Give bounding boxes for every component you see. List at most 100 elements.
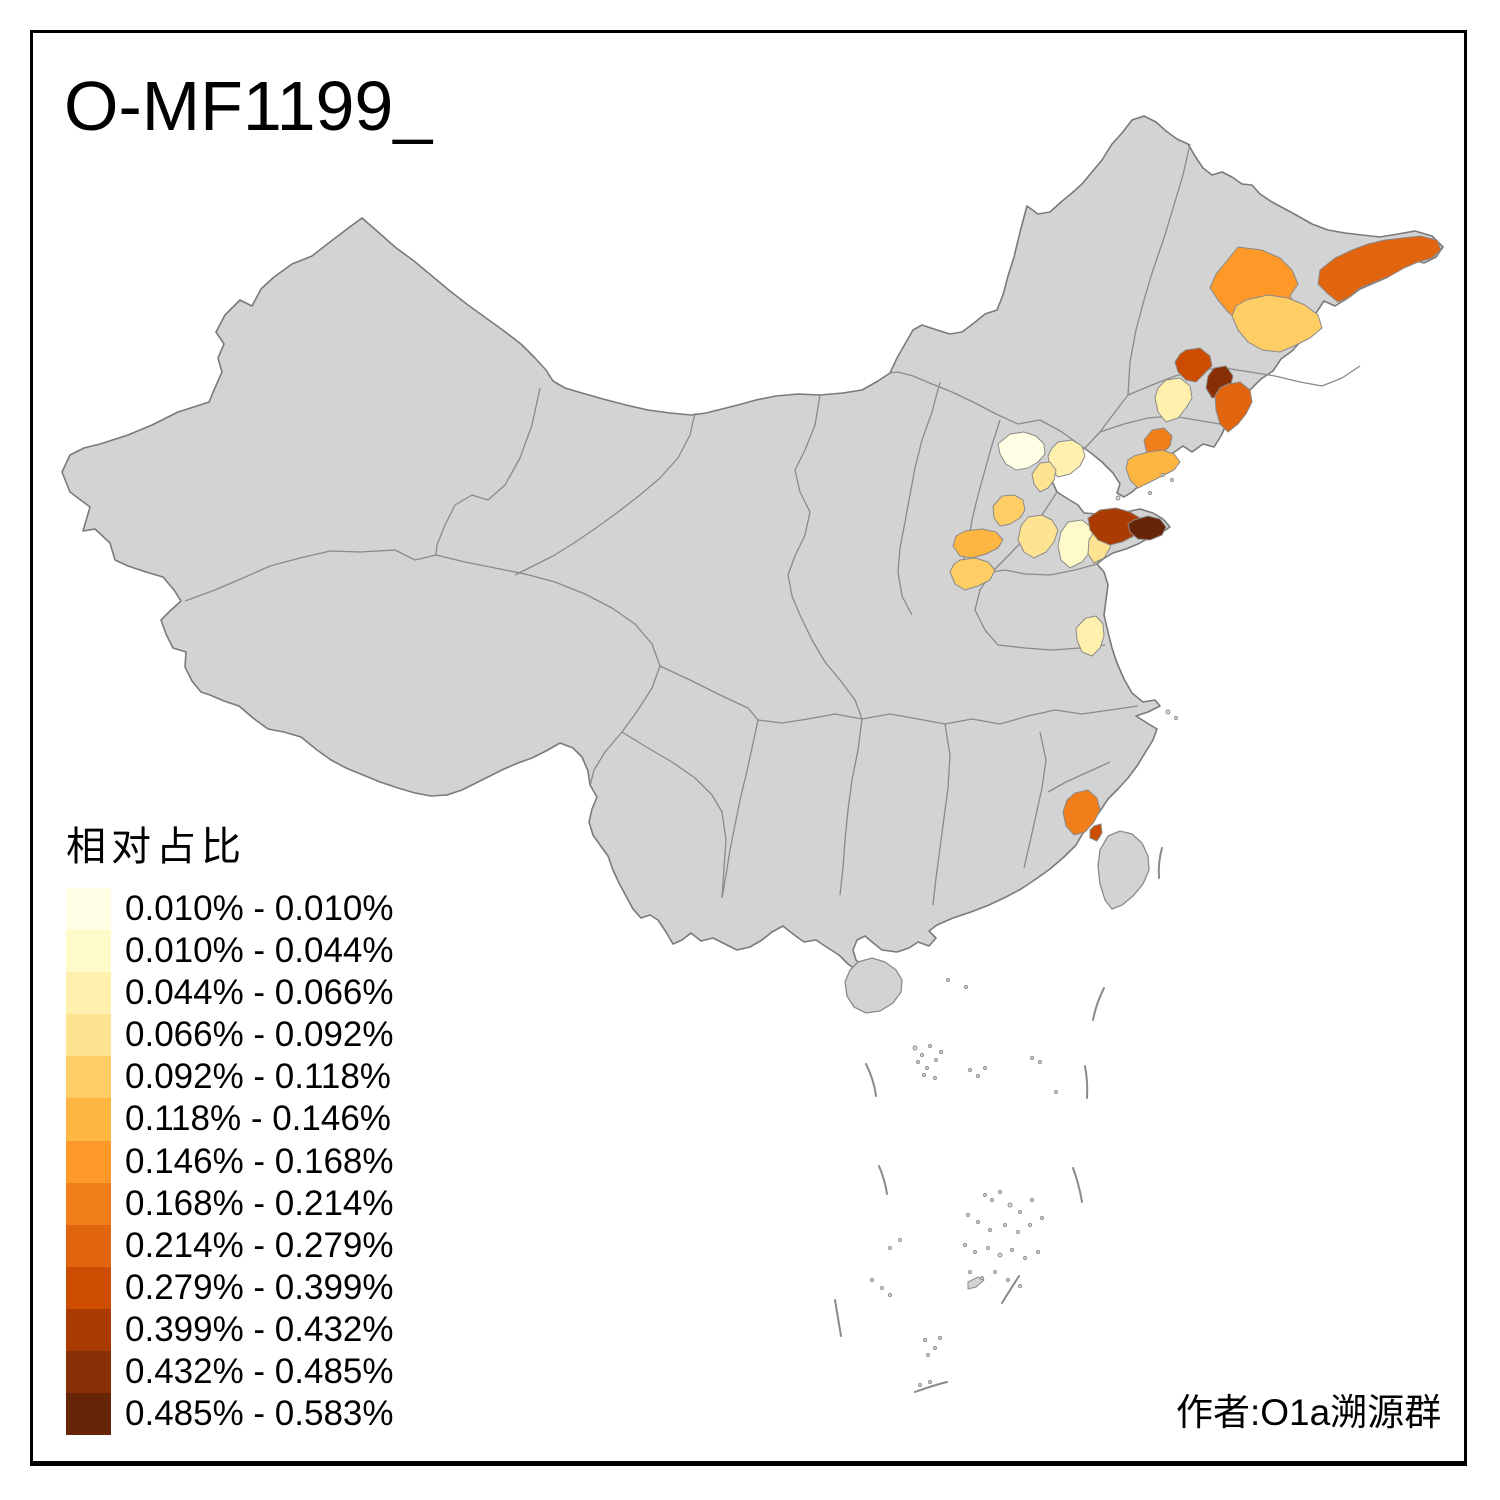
legend-label: 0.118% - 0.146% <box>125 1099 391 1139</box>
sea-island-dot <box>990 1198 994 1202</box>
legend-swatch <box>66 1393 111 1436</box>
legend-title: 相对占比 <box>66 825 246 869</box>
legend-label: 0.010% - 0.010% <box>125 889 394 928</box>
sea-island-dot <box>870 1278 874 1282</box>
legend-label: 0.092% - 0.118% <box>125 1057 391 1097</box>
map-region <box>952 528 1004 559</box>
legend-swatch <box>66 1056 111 1099</box>
page-title: O-MF1199_ <box>64 67 433 145</box>
sea-island-dot <box>988 1228 992 1232</box>
sea-island-dot <box>934 1058 938 1062</box>
map-region <box>992 494 1026 527</box>
sea-island-dot <box>938 1336 942 1340</box>
sea-island-dot <box>922 1073 926 1077</box>
map-region <box>1125 449 1181 489</box>
legend-swatch <box>66 1098 111 1141</box>
legend-item: 0.010% - 0.010% <box>66 888 394 931</box>
sea-island-dot <box>928 1380 932 1384</box>
sea-island-dot <box>1148 491 1152 495</box>
sea-boundary-dashes <box>834 847 1163 1393</box>
map-region <box>997 431 1046 471</box>
map-region <box>1062 789 1101 836</box>
legend-label: 0.146% - 0.168% <box>125 1141 394 1181</box>
sea-island-dot <box>918 1383 922 1387</box>
legend-label: 0.399% - 0.432% <box>125 1309 394 1349</box>
sea-island-dot <box>983 1193 987 1197</box>
sea-island-dot <box>1036 1250 1040 1254</box>
map-region <box>1031 461 1057 493</box>
legend-label: 0.010% - 0.044% <box>125 931 394 971</box>
sea-island-dot <box>888 1246 892 1250</box>
legend-swatch <box>66 1224 111 1267</box>
legend-item: 0.279% - 0.399% <box>66 1266 394 1309</box>
sea-islands <box>870 473 1178 1387</box>
sea-island-dot <box>898 1238 902 1242</box>
legend-swatch <box>66 1351 111 1394</box>
sea-island-dot <box>1016 1230 1020 1234</box>
map-region <box>1047 439 1086 478</box>
sea-island-dot <box>946 978 950 982</box>
sea-island-dot <box>1003 1223 1007 1227</box>
sea-island-dot <box>1040 1216 1044 1220</box>
legend-item: 0.485% - 0.583% <box>66 1393 394 1436</box>
legend: 相对占比 0.010% - 0.010% 0.010% - 0.044% 0.044… <box>66 814 394 1436</box>
map-region <box>949 557 996 591</box>
legend-item: 0.432% - 0.485% <box>66 1351 394 1394</box>
sea-island-dot <box>920 1053 924 1057</box>
legend-label: 0.485% - 0.583% <box>125 1394 394 1434</box>
sea-island-dot <box>1023 1256 1027 1260</box>
sea-island-dot <box>1165 709 1171 715</box>
sea-island-dot <box>1030 1198 1034 1202</box>
legend-item: 0.010% - 0.044% <box>66 930 394 973</box>
sea-island-dot <box>993 1270 997 1274</box>
sea-island-dot <box>980 1276 984 1280</box>
legend-label: 0.168% - 0.214% <box>125 1183 394 1223</box>
sea-island-dot <box>1054 1090 1058 1094</box>
legend-label: 0.432% - 0.485% <box>125 1352 394 1392</box>
legend-item: 0.168% - 0.214% <box>66 1182 394 1225</box>
sea-island-dot <box>933 1076 937 1080</box>
legend-item: 0.214% - 0.279% <box>66 1224 394 1267</box>
sea-island-dot <box>976 1074 980 1078</box>
legend-swatch <box>66 1182 111 1225</box>
sea-island-dot <box>1038 1060 1042 1064</box>
sea-island-dot <box>939 1050 943 1054</box>
sea-island-dot <box>880 1286 884 1290</box>
legend-item: 0.118% - 0.146% <box>66 1098 394 1141</box>
legend-swatch <box>66 1266 111 1309</box>
sea-island-dot <box>997 1252 1003 1258</box>
legend-swatch <box>66 1014 111 1057</box>
legend-label: 0.044% - 0.066% <box>125 973 394 1013</box>
sea-island-dot <box>933 1346 937 1350</box>
choropleth-regions <box>949 235 1442 842</box>
sea-island-dot <box>926 1353 930 1357</box>
taiwan-island <box>1097 830 1150 910</box>
legend-swatch <box>66 888 111 931</box>
legend-swatch <box>66 930 111 973</box>
sea-island-dot <box>966 1213 970 1217</box>
sea-island-dot <box>968 1068 972 1072</box>
sea-island-dot <box>964 985 968 989</box>
map-region <box>1214 381 1253 433</box>
hainan-island <box>844 957 903 1014</box>
sea-island-dot <box>1010 1248 1014 1252</box>
legend-label: 0.066% - 0.092% <box>125 1015 394 1055</box>
sea-island-dot <box>973 1250 977 1254</box>
map-region <box>1317 235 1442 303</box>
map-region <box>1087 507 1143 546</box>
sea-island-dot <box>986 1246 990 1250</box>
sea-island-dot <box>923 1338 927 1342</box>
legend-item: 0.092% - 0.118% <box>66 1056 394 1099</box>
legend-swatch <box>66 972 111 1015</box>
sea-island-dot <box>983 1066 987 1070</box>
legend-swatch <box>66 1308 111 1352</box>
map-region <box>1174 347 1213 383</box>
sea-island-dot <box>1028 1223 1032 1227</box>
sea-island-dot <box>1030 1056 1034 1060</box>
sea-island-dot <box>968 1270 972 1274</box>
legend-items: 0.010% - 0.010% 0.010% - 0.044% 0.044% - 0… <box>66 888 394 1436</box>
sea-island-dot <box>1018 1284 1022 1288</box>
legend-item: 0.066% - 0.092% <box>66 1014 394 1057</box>
map-region <box>1154 377 1193 423</box>
